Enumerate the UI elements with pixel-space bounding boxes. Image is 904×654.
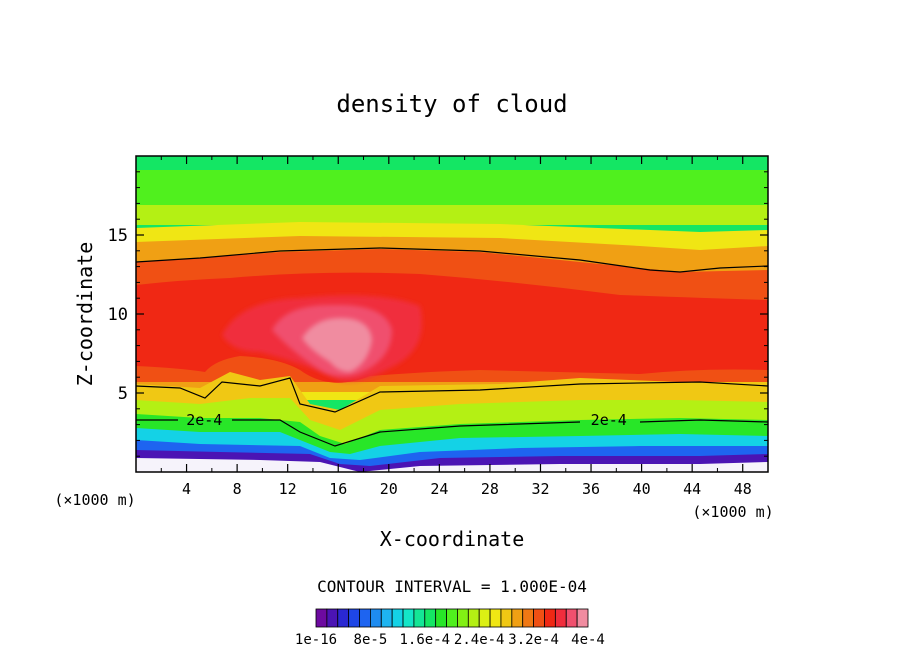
x-tick-label: 32 [531, 480, 549, 498]
contour-line-upper [136, 247, 768, 273]
colorbar-swatch [554, 608, 567, 628]
colorbar-tick-label: 2.4e-4 [454, 632, 505, 648]
x-tick-label: 36 [582, 480, 600, 498]
y-tick-label: 10 [108, 305, 128, 325]
y-axis-ticks: 5 10 15 [108, 171, 768, 457]
field-bottom-blank-right [360, 462, 768, 472]
x-tick-label: 20 [380, 480, 398, 498]
colorbar-swatch [457, 608, 469, 628]
x-tick-label: 48 [734, 480, 752, 498]
x-tick-label: 12 [279, 480, 297, 498]
colorbar-swatch [435, 608, 447, 628]
x-tick-label: 16 [329, 480, 347, 498]
colorbar-tick-label: 1e-16 [295, 632, 337, 648]
colorbar-swatch [413, 608, 426, 628]
colorbar-swatch [359, 608, 371, 628]
colorbar-swatch [380, 608, 393, 628]
colorbar [315, 608, 589, 628]
colorbar-swatch [500, 608, 513, 628]
x-tick-label: 28 [481, 480, 499, 498]
colorbar-swatch [511, 608, 524, 628]
x-tick-label: 24 [430, 480, 448, 498]
colorbar-swatch [489, 608, 502, 628]
contour-line-2e-4 [136, 419, 768, 447]
colorbar-swatch [467, 608, 480, 628]
x-tick-label: 8 [233, 480, 242, 498]
field-band-lightgreen [136, 170, 768, 210]
field-band-yellowgreen [136, 205, 768, 225]
field-core-lightpink [302, 318, 372, 372]
contour-interval-label: CONTOUR INTERVAL = 1.000E-04 [317, 577, 587, 596]
x-unit-label-left: (×1000 m) [54, 491, 135, 509]
colorbar-swatch [402, 608, 415, 628]
colorbar-swatch [326, 608, 339, 628]
colorbar-swatch [478, 608, 491, 628]
colorbar-swatch [544, 608, 556, 628]
colorbar-swatch [315, 608, 328, 628]
y-tick-label: 5 [118, 384, 128, 404]
x-axis-ticks: 4 8 12 16 20 24 28 32 36 40 44 48 [160, 156, 752, 498]
colorbar-swatch [391, 608, 404, 628]
x-axis-title: X-coordinate [380, 527, 525, 551]
y-tick-label: 15 [108, 226, 128, 246]
colorbar-tick-label: 4e-4 [571, 632, 605, 648]
colorbar-swatch [424, 608, 437, 628]
colorbar-tick-label: 3.2e-4 [508, 632, 559, 648]
colorbar-swatch [446, 608, 458, 628]
x-tick-label: 40 [633, 480, 651, 498]
colorbar-labels: 1e-16 8e-5 1.6e-4 2.4e-4 3.2e-4 4e-4 [295, 632, 605, 648]
contour-label: 2e-4 [186, 411, 222, 429]
colorbar-swatch [533, 608, 545, 628]
colorbar-swatch [565, 608, 578, 628]
colorbar-swatch [348, 608, 360, 628]
density-field [136, 156, 768, 472]
contour-line-middle [136, 377, 768, 413]
colorbar-swatch [576, 608, 589, 628]
field-bottom-blank-left [136, 458, 360, 472]
y-axis-title: Z-coordinate [73, 242, 97, 387]
x-tick-label: 4 [182, 480, 191, 498]
x-tick-label: 44 [683, 480, 701, 498]
colorbar-tick-label: 8e-5 [354, 632, 388, 648]
colorbar-swatch [337, 608, 350, 628]
x-unit-label-right: (×1000 m) [692, 503, 773, 521]
colorbar-swatch [369, 608, 382, 628]
chart-title: density of cloud [336, 90, 567, 118]
contour-labels: 2e-4 2e-4 [186, 411, 627, 429]
contour-label: 2e-4 [591, 411, 627, 429]
colorbar-swatch [522, 608, 534, 628]
colorbar-tick-label: 1.6e-4 [400, 632, 451, 648]
